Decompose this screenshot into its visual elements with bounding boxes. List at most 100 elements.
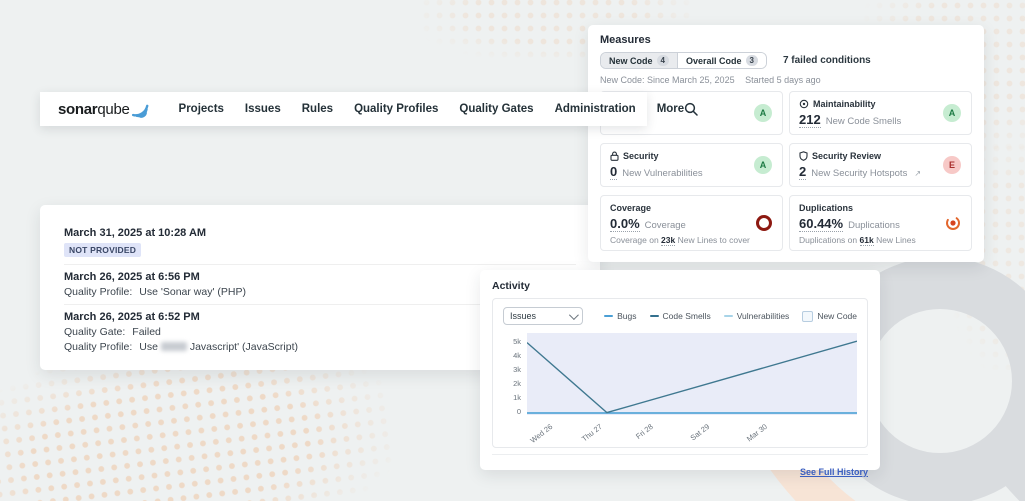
coverage-subtext: Coverage on 23k New Lines to cover: [610, 235, 773, 246]
card-label: Security Review: [812, 151, 882, 161]
sonarqube-logo[interactable]: sonar qube: [58, 101, 153, 118]
measure-card-security[interactable]: Security 0 New Vulnerabilities A: [600, 143, 783, 187]
event-date: March 26, 2025 at 6:56 PM: [64, 271, 200, 283]
rating-badge: A: [754, 104, 772, 122]
shield-icon: [799, 151, 808, 161]
rating-badge: A: [943, 104, 961, 122]
duplications-subtext: Duplications on 61k New Lines: [799, 235, 962, 246]
legend-item-new-code[interactable]: New Code: [802, 310, 857, 322]
rating-badge: A: [754, 156, 772, 174]
card-label: Duplications: [799, 203, 854, 213]
legend-label: Vulnerabilities: [736, 311, 790, 321]
duplications-icon: [946, 216, 960, 230]
event-detail-label: Quality Gate:: [64, 326, 126, 338]
chevron-down-icon: [568, 309, 579, 320]
y-tick: 5k: [513, 337, 521, 346]
new-lines-value[interactable]: 61k: [859, 235, 874, 246]
subtext-suffix: New Lines to cover: [677, 235, 750, 245]
graph-type-value: Issues: [510, 311, 537, 321]
nav-item-issues[interactable]: Issues: [244, 103, 281, 115]
activity-title: Activity: [492, 280, 530, 292]
failed-conditions-text: 7 failed conditions: [782, 55, 871, 66]
measure-card-security-review[interactable]: Security Review 2 New Security Hotspots …: [789, 143, 972, 187]
measure-card-coverage[interactable]: Coverage 0.0% Coverage Coverage on 23k N…: [600, 195, 783, 251]
graph-type-select[interactable]: Issues: [503, 307, 583, 325]
x-tick: Sat 29: [688, 422, 712, 443]
nav-item-more[interactable]: More: [656, 103, 685, 115]
main-navigation: Projects Issues Rules Quality Profiles Q…: [179, 103, 685, 115]
activity-chart-svg: [527, 340, 857, 414]
legend-dash-vulnerabilities: [723, 315, 733, 317]
measures-panel: Measures New Code 4 Overall Code 3 7 fai…: [588, 25, 984, 262]
legend-dash-code-smells: [649, 315, 659, 317]
chart-legend: Bugs Code Smells Vulnerabilities New Cod…: [604, 310, 857, 322]
legend-label: Bugs: [617, 311, 637, 321]
card-unit: New Vulnerabilities: [622, 168, 703, 179]
tab-new-code-label: New Code: [609, 55, 653, 66]
activity-chart-card: Issues Bugs Code Smells Vulnerabilities: [492, 298, 868, 448]
coverage-value[interactable]: 0.0%: [610, 216, 640, 232]
y-tick: 1k: [513, 393, 521, 402]
event-detail-label: Quality Profile:: [64, 341, 133, 353]
tab-overall-code-label: Overall Code: [685, 55, 742, 66]
maintainability-icon: [799, 99, 809, 109]
event-detail: Quality Profile: Use 'Sonar way' (PHP): [64, 286, 576, 298]
event-detail-text: Use 'Sonar way' (PHP): [139, 286, 246, 298]
nav-item-quality-gates[interactable]: Quality Gates: [459, 103, 534, 115]
nav-item-administration[interactable]: Administration: [554, 103, 636, 115]
event-date: March 26, 2025 at 6:52 PM: [64, 311, 200, 323]
card-unit: New Security Hotspots: [811, 168, 908, 179]
nav-item-rules[interactable]: Rules: [301, 103, 334, 115]
duplications-value[interactable]: 60.44%: [799, 216, 844, 232]
logo-text-bold: sonar: [58, 100, 98, 118]
legend-label: Code Smells: [662, 311, 711, 321]
tab-overall-code[interactable]: Overall Code 3: [677, 53, 766, 68]
legend-item-vulnerabilities: Vulnerabilities: [723, 311, 790, 321]
legend-dash-bugs: [604, 315, 614, 317]
measure-card-maintainability[interactable]: Maintainability 212 New Code Smells A: [789, 91, 972, 135]
new-lines-to-cover-value[interactable]: 23k: [661, 235, 676, 246]
x-axis: Wed 26 Thu 27 Fri 28 Sat 29 Mar 30: [527, 415, 857, 445]
card-unit: Duplications: [848, 220, 900, 231]
card-unit: Coverage: [644, 220, 686, 231]
legend-label: New Code: [817, 311, 857, 321]
event-detail-text: Failed: [132, 326, 161, 338]
measure-card-duplications[interactable]: Duplications 60.44% Duplications Duplica…: [789, 195, 972, 251]
card-unit: New Code Smells: [825, 116, 902, 127]
event-item: March 31, 2025 at 10:28 AM NOT PROVIDED: [64, 221, 576, 264]
see-full-history-link[interactable]: See Full History: [799, 467, 868, 477]
x-tick: Thu 27: [579, 422, 604, 444]
y-axis: 5k 4k 3k 2k 1k 0: [503, 333, 527, 416]
search-button[interactable]: [684, 102, 698, 116]
y-tick: 3k: [513, 365, 521, 374]
x-tick: Wed 26: [528, 422, 555, 445]
new-code-checkbox[interactable]: [802, 310, 814, 322]
measures-title: Measures: [600, 34, 651, 46]
new-vulnerabilities-value[interactable]: 0: [610, 164, 618, 180]
overall-code-count-badge: 3: [745, 55, 758, 66]
event-badge-not-provided: NOT PROVIDED: [64, 243, 142, 257]
activity-panel: Activity Issues Bugs Code Smells: [480, 270, 880, 477]
rating-badge: E: [943, 156, 961, 174]
chart-plot-area[interactable]: [527, 333, 857, 415]
new-code-period: New Code: Since March 25, 2025 Started 5…: [600, 75, 972, 85]
search-icon: [685, 102, 698, 116]
top-navbar: sonar qube Projects Issues Rules Quality …: [40, 92, 698, 126]
sonarqube-swirl-icon: [131, 104, 148, 118]
period-started-text: Started 5 days ago: [745, 75, 821, 85]
hotspots-info-icon[interactable]: ↗: [914, 169, 922, 178]
subtext-suffix: New Lines: [876, 235, 916, 245]
nav-item-projects[interactable]: Projects: [178, 103, 224, 115]
y-tick: 2k: [513, 379, 521, 388]
tab-new-code[interactable]: New Code 4: [601, 53, 678, 68]
nav-item-quality-profiles[interactable]: Quality Profiles: [354, 103, 439, 115]
lock-icon: [610, 151, 619, 161]
period-text: New Code: Since March 25, 2025: [600, 75, 735, 85]
new-code-smells-value[interactable]: 212: [799, 112, 821, 128]
activity-chart: 5k 4k 3k 2k 1k 0: [503, 333, 857, 416]
new-security-hotspots-value[interactable]: 2: [799, 164, 807, 180]
logo-text-light: qube: [97, 100, 130, 118]
x-tick: Mar 30: [744, 422, 769, 444]
subtext-prefix: Duplications on: [799, 235, 858, 245]
card-label: Coverage: [610, 203, 652, 213]
